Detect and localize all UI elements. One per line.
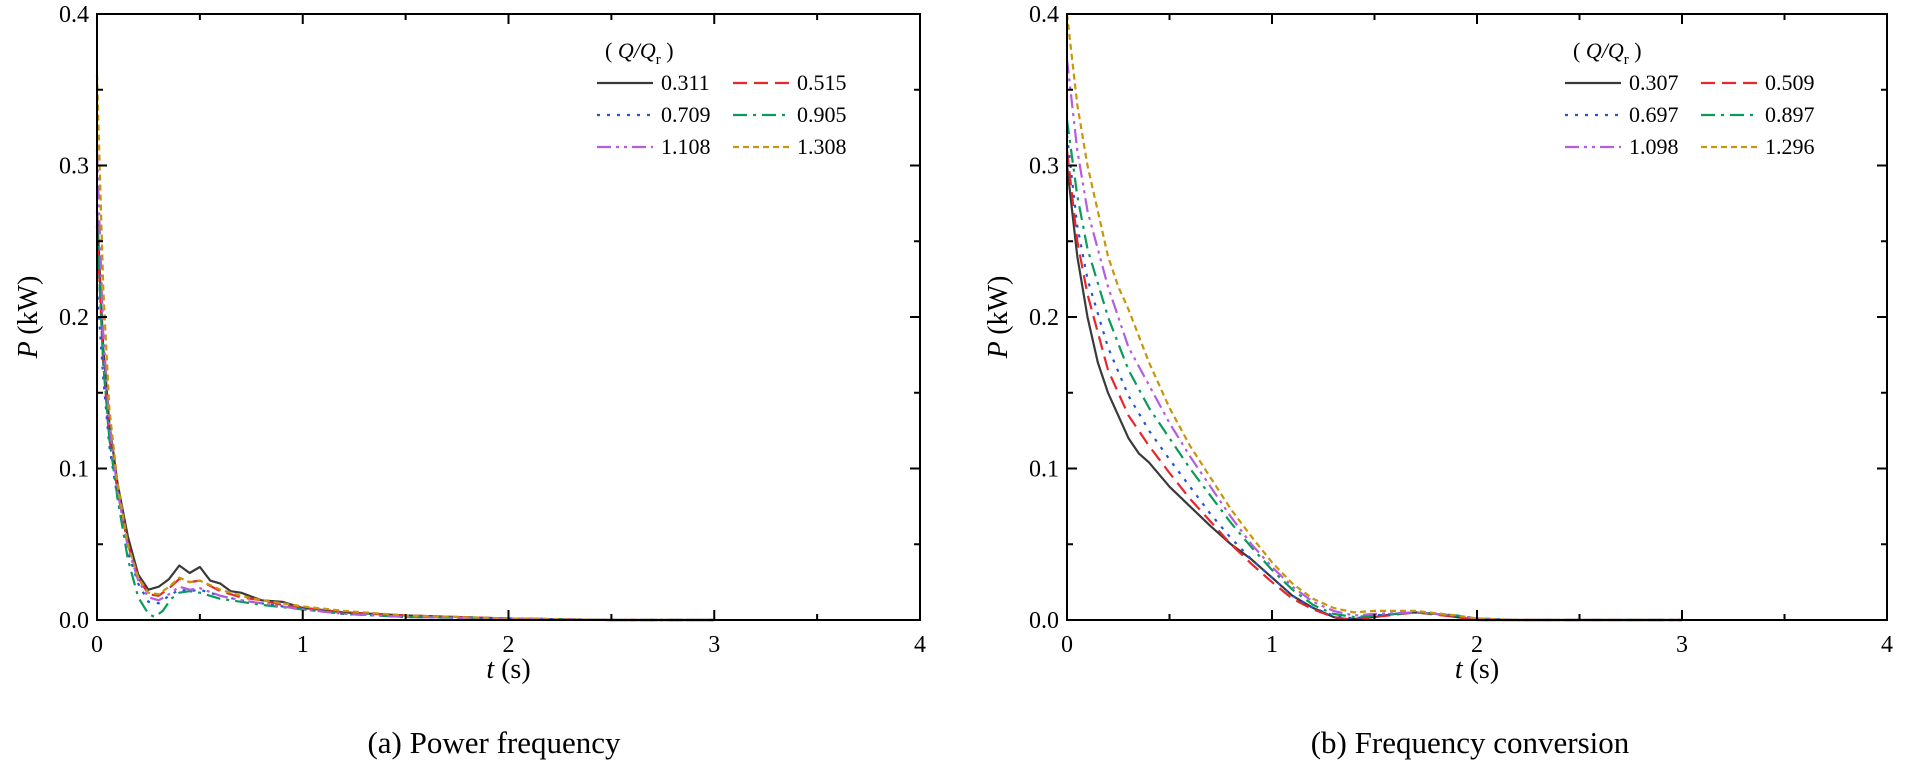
legend-label-0.697: 0.697 — [1629, 102, 1679, 127]
y-tick-label: 0.3 — [59, 154, 89, 180]
panel-caption: (a) Power frequency — [367, 725, 621, 760]
x-tick-label: 2 — [1471, 632, 1483, 658]
legend-label-0.709: 0.709 — [661, 102, 711, 127]
legend-label-0.311: 0.311 — [661, 70, 710, 95]
legend-label-1.108: 1.108 — [661, 134, 711, 159]
y-tick-label: 0.4 — [59, 2, 89, 28]
legend-title: ( Q/Qr ) — [605, 38, 674, 68]
x-tick-label: 0 — [1061, 632, 1073, 658]
x-tick-label: 3 — [708, 632, 720, 658]
y-axis-label: P (kW) — [983, 276, 1014, 360]
x-tick-label: 2 — [503, 632, 515, 658]
legend-label-0.307: 0.307 — [1629, 70, 1679, 95]
chart-panel-b: 0 1 2 3 40.00.10.20.30.4t (s)P (kW)( Q/Qr )0… — [983, 2, 1893, 760]
legend-label-0.897: 0.897 — [1765, 102, 1815, 127]
x-tick-label: 0 — [91, 632, 103, 658]
y-axis-label: P (kW) — [13, 276, 44, 360]
y-tick-label: 0.1 — [1029, 457, 1059, 483]
series-line-0.905 — [95, 226, 715, 622]
series-line-0.897 — [1065, 119, 1682, 622]
y-tick-label: 0.4 — [1029, 2, 1059, 28]
y-tick-label: 0.3 — [1029, 154, 1059, 180]
legend: ( Q/Qr )0.307 0.509 0.697 0.897 1.098 1.296 — [1565, 38, 1815, 159]
series-line-1.108 — [95, 150, 715, 622]
series-line-0.709 — [95, 286, 715, 622]
x-axis-label: t (s) — [1455, 654, 1499, 685]
y-tick-label: 0.1 — [59, 457, 89, 483]
legend-title: ( Q/Qr ) — [1573, 38, 1642, 68]
y-tick-label: 0.0 — [59, 608, 89, 634]
plot-frame — [1066, 13, 1888, 621]
x-tick-label: 4 — [914, 632, 926, 658]
legend-label-0.515: 0.515 — [797, 70, 847, 95]
legend-label-1.296: 1.296 — [1765, 134, 1815, 159]
x-tick-label: 3 — [1676, 632, 1688, 658]
series-group — [1065, 13, 1682, 622]
series-line-0.697 — [1065, 135, 1682, 622]
y-tick-label: 0.0 — [1029, 608, 1059, 634]
legend-label-0.905: 0.905 — [797, 102, 847, 127]
x-tick-label: 4 — [1881, 632, 1893, 658]
legend-label-1.308: 1.308 — [797, 134, 847, 159]
series-group — [95, 74, 715, 622]
series-line-0.311 — [95, 210, 715, 622]
legend: ( Q/Qr )0.311 0.515 0.709 0.905 1.108 1.308 — [597, 38, 847, 159]
y-tick-label: 0.2 — [1029, 305, 1059, 331]
legend-label-1.098: 1.098 — [1629, 134, 1679, 159]
series-line-1.098 — [1065, 59, 1682, 622]
series-line-0.307 — [1065, 165, 1682, 622]
chart-panel-a: 0 1 2 3 40.00.10.20.30.4t (s)P (kW)( Q/Qr )0… — [13, 2, 926, 760]
x-axis-label: t (s) — [486, 654, 530, 685]
panel-caption: (b) Frequency conversion — [1311, 725, 1630, 760]
x-tick-label: 1 — [297, 632, 309, 658]
y-tick-label: 0.2 — [59, 305, 89, 331]
legend-label-0.509: 0.509 — [1765, 70, 1815, 95]
series-line-1.296 — [1065, 13, 1682, 622]
x-tick-label: 1 — [1266, 632, 1278, 658]
series-line-1.308 — [95, 74, 715, 622]
series-line-0.515 — [95, 226, 715, 622]
